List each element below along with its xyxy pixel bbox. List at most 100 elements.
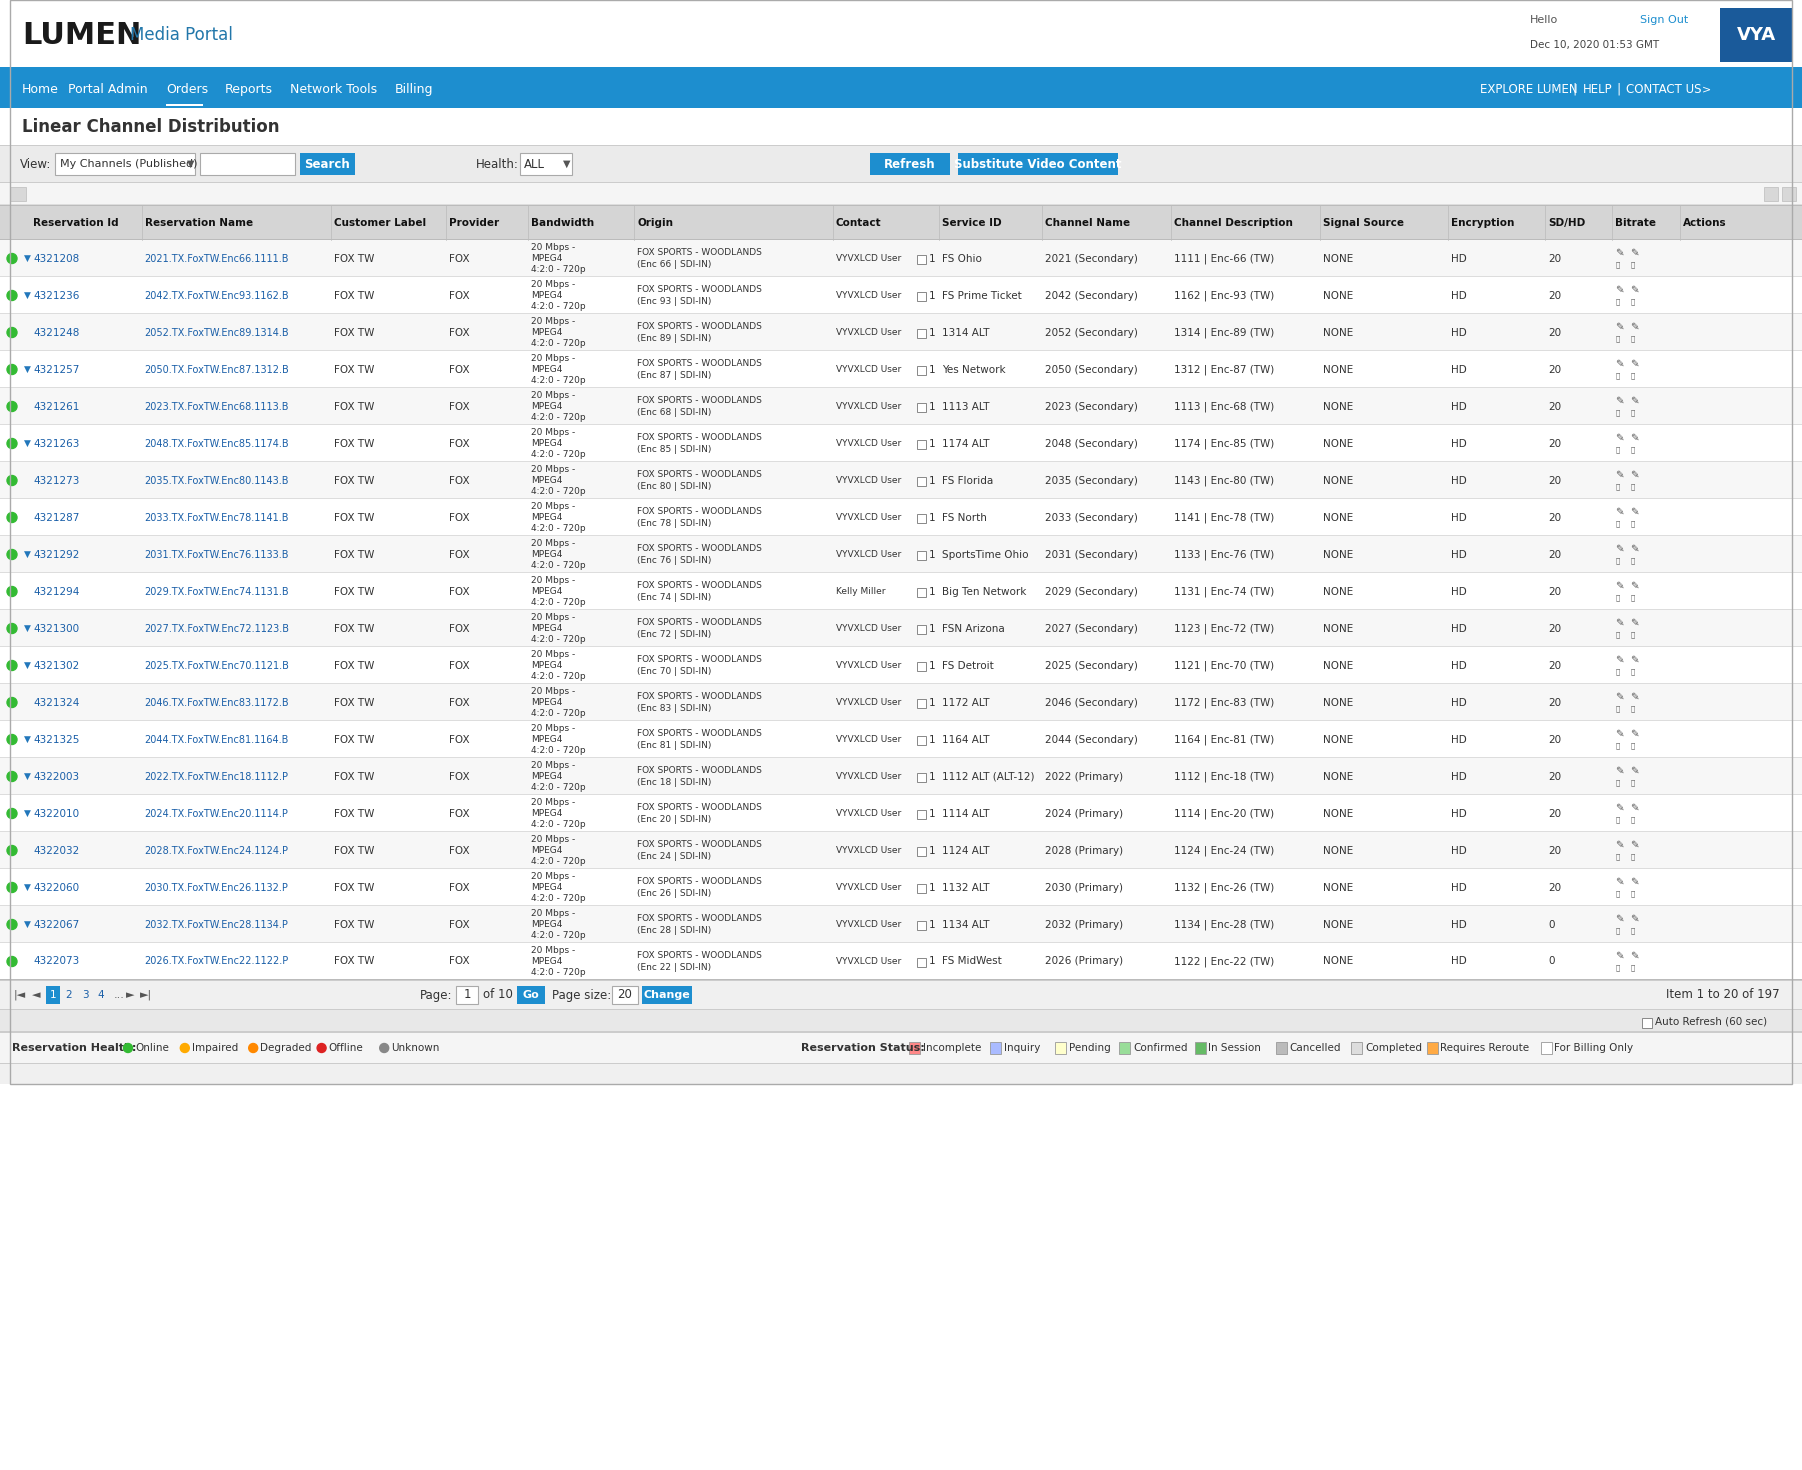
Text: 20: 20 — [618, 988, 633, 1001]
Text: 1: 1 — [930, 660, 935, 670]
Text: NONE: NONE — [1323, 957, 1353, 966]
Text: 4322067: 4322067 — [32, 920, 79, 929]
Text: NONE: NONE — [1323, 660, 1353, 670]
Bar — [917, 883, 926, 892]
Bar — [1764, 187, 1779, 201]
Text: VYVXLCD User: VYVXLCD User — [836, 809, 901, 817]
Bar — [0, 1032, 1802, 1064]
Text: ⬜: ⬜ — [1631, 594, 1634, 601]
Text: 20 Mbps -
MPEG4
4:2:0 - 720p: 20 Mbps - MPEG4 4:2:0 - 720p — [532, 354, 586, 385]
Text: 4322010: 4322010 — [32, 809, 79, 819]
Text: FOX TW: FOX TW — [333, 291, 375, 300]
Circle shape — [7, 882, 16, 892]
Text: ▼: ▼ — [23, 809, 31, 817]
Text: ✎: ✎ — [1631, 766, 1640, 776]
Text: 4321263: 4321263 — [32, 438, 79, 448]
Text: FOX SPORTS - WOODLANDS
(Enc 72 | SDI-IN): FOX SPORTS - WOODLANDS (Enc 72 | SDI-IN) — [638, 619, 762, 638]
Text: NONE: NONE — [1323, 587, 1353, 597]
Text: ✎: ✎ — [1615, 285, 1624, 294]
Text: 4322060: 4322060 — [32, 882, 79, 892]
Circle shape — [7, 587, 16, 597]
Text: Reservation Name: Reservation Name — [144, 218, 252, 228]
Text: ▼: ▼ — [187, 159, 195, 169]
Text: NONE: NONE — [1323, 550, 1353, 560]
Text: ⬜: ⬜ — [1631, 484, 1634, 490]
Text: FOX TW: FOX TW — [333, 587, 375, 597]
Text: FOX: FOX — [449, 697, 470, 707]
Text: 0: 0 — [1548, 957, 1555, 966]
Bar — [0, 276, 1802, 315]
Text: FOX: FOX — [449, 809, 470, 819]
Text: VYVXLCD User: VYVXLCD User — [836, 476, 901, 485]
Text: ▼: ▼ — [23, 550, 31, 559]
Text: 1164 ALT: 1164 ALT — [942, 735, 989, 744]
Bar — [917, 588, 926, 597]
Text: 2: 2 — [65, 989, 72, 1000]
Bar — [917, 476, 926, 485]
Text: 20 Mbps -
MPEG4
4:2:0 - 720p: 20 Mbps - MPEG4 4:2:0 - 720p — [532, 576, 586, 607]
Text: 2027.TX.FoxTW.Enc72.1123.B: 2027.TX.FoxTW.Enc72.1123.B — [144, 623, 290, 634]
Text: 1132 | Enc-26 (TW): 1132 | Enc-26 (TW) — [1175, 882, 1274, 892]
Text: ...: ... — [114, 989, 124, 1000]
Bar — [47, 986, 59, 1004]
Text: FOX SPORTS - WOODLANDS
(Enc 74 | SDI-IN): FOX SPORTS - WOODLANDS (Enc 74 | SDI-IN) — [638, 582, 762, 601]
Text: 20: 20 — [1548, 735, 1561, 744]
Text: ⬜: ⬜ — [1615, 594, 1620, 601]
Text: LUMEN: LUMEN — [22, 21, 141, 50]
Bar — [0, 573, 1802, 610]
Text: ⬜: ⬜ — [1631, 742, 1634, 748]
Text: VYVXLCD User: VYVXLCD User — [836, 883, 901, 892]
Text: 1143 | Enc-80 (TW): 1143 | Enc-80 (TW) — [1175, 475, 1274, 485]
Bar — [917, 773, 926, 782]
Text: FOX SPORTS - WOODLANDS
(Enc 83 | SDI-IN): FOX SPORTS - WOODLANDS (Enc 83 | SDI-IN) — [638, 692, 762, 713]
Text: ✎: ✎ — [1615, 395, 1624, 406]
Text: 4321294: 4321294 — [32, 587, 79, 597]
Circle shape — [124, 1044, 133, 1053]
Text: 2024.TX.FoxTW.Enc20.1114.P: 2024.TX.FoxTW.Enc20.1114.P — [144, 809, 288, 819]
Bar — [517, 986, 544, 1004]
Text: ⬜: ⬜ — [1615, 964, 1620, 970]
Bar — [0, 647, 1802, 684]
Text: FOX TW: FOX TW — [333, 365, 375, 375]
Text: 20: 20 — [1548, 882, 1561, 892]
Text: FOX TW: FOX TW — [333, 660, 375, 670]
Text: 1113 | Enc-68 (TW): 1113 | Enc-68 (TW) — [1175, 401, 1274, 412]
Text: Provider: Provider — [449, 218, 499, 228]
Text: FOX TW: FOX TW — [333, 513, 375, 522]
Text: Big Ten Network: Big Ten Network — [942, 587, 1027, 597]
Text: 20: 20 — [1548, 660, 1561, 670]
Text: 4321273: 4321273 — [32, 475, 79, 485]
Bar — [0, 869, 1802, 906]
Text: Online: Online — [135, 1044, 169, 1053]
Text: 2044.TX.FoxTW.Enc81.1164.B: 2044.TX.FoxTW.Enc81.1164.B — [144, 735, 288, 744]
Text: 1: 1 — [930, 438, 935, 448]
Text: ✎: ✎ — [1615, 913, 1624, 923]
Bar — [0, 832, 1802, 869]
Text: NONE: NONE — [1323, 809, 1353, 819]
Text: ✎: ✎ — [1631, 803, 1640, 813]
Text: Reservation Health:: Reservation Health: — [13, 1044, 137, 1053]
Text: ◄: ◄ — [32, 989, 40, 1000]
Text: VYVXLCD User: VYVXLCD User — [836, 698, 901, 707]
Text: FOX TW: FOX TW — [333, 550, 375, 560]
Bar — [917, 698, 926, 707]
Text: 20 Mbps -
MPEG4
4:2:0 - 720p: 20 Mbps - MPEG4 4:2:0 - 720p — [532, 391, 586, 422]
Text: ⬜: ⬜ — [1615, 853, 1620, 860]
Text: NONE: NONE — [1323, 772, 1353, 782]
Text: 20: 20 — [1548, 772, 1561, 782]
Text: |: | — [1616, 82, 1620, 96]
Text: 1164 | Enc-81 (TW): 1164 | Enc-81 (TW) — [1175, 734, 1274, 745]
Bar — [917, 291, 926, 300]
Text: ✎: ✎ — [1615, 951, 1624, 960]
Text: NONE: NONE — [1323, 365, 1353, 375]
Text: 2026 (Primary): 2026 (Primary) — [1045, 957, 1123, 966]
Text: ⬜: ⬜ — [1631, 298, 1634, 304]
Text: 1162 | Enc-93 (TW): 1162 | Enc-93 (TW) — [1175, 290, 1274, 301]
Text: 3: 3 — [81, 989, 88, 1000]
Bar — [1276, 1042, 1287, 1054]
Text: FOX: FOX — [449, 845, 470, 856]
Bar — [959, 153, 1117, 175]
Text: ▼: ▼ — [23, 883, 31, 892]
Bar — [456, 986, 478, 1004]
Text: FS MidWest: FS MidWest — [942, 957, 1002, 966]
